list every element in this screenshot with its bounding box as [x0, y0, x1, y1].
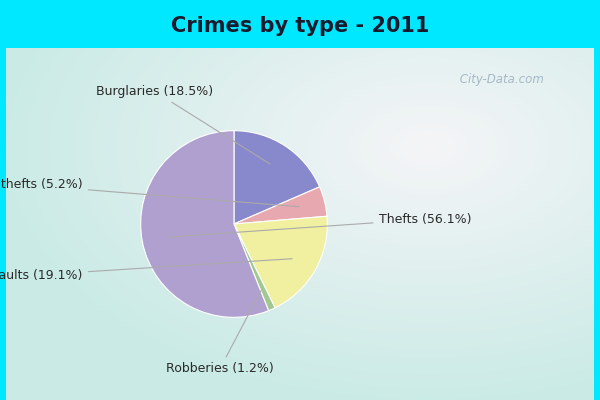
Wedge shape [234, 216, 328, 308]
Text: City-Data.com: City-Data.com [456, 74, 544, 86]
Wedge shape [234, 131, 320, 224]
Text: Assaults (19.1%): Assaults (19.1%) [0, 259, 292, 282]
Text: Auto thefts (5.2%): Auto thefts (5.2%) [0, 178, 299, 207]
Text: Burglaries (18.5%): Burglaries (18.5%) [96, 85, 270, 164]
Wedge shape [234, 224, 275, 311]
Text: Thefts (56.1%): Thefts (56.1%) [168, 213, 471, 237]
Text: Crimes by type - 2011: Crimes by type - 2011 [171, 16, 429, 36]
Text: Robberies (1.2%): Robberies (1.2%) [166, 290, 274, 375]
Wedge shape [140, 131, 269, 317]
Wedge shape [234, 187, 327, 224]
